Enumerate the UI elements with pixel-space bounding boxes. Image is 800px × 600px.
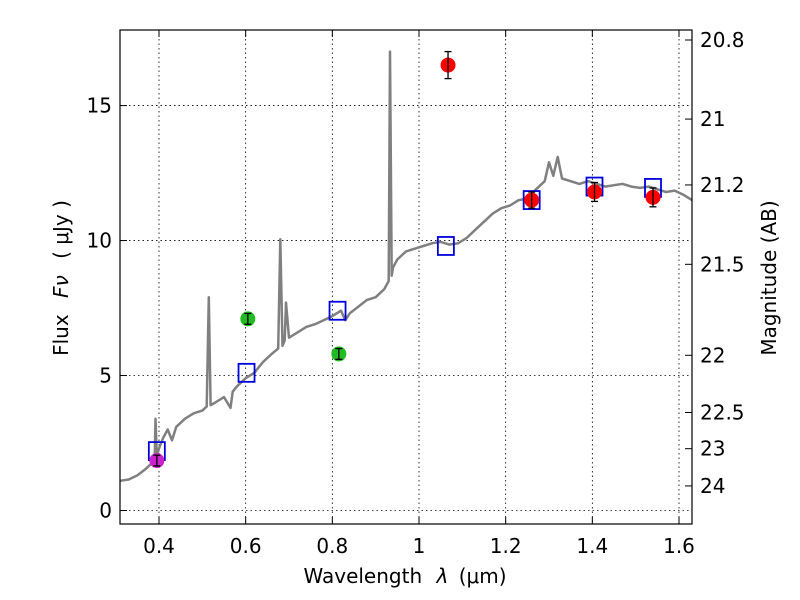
x-axis: 0.4 0.6 0.8 1 1.2 1.4 1.6 xyxy=(143,30,695,558)
y2-tick-label: 22.5 xyxy=(700,401,745,425)
y2-axis: 20.8 21 21.2 21.5 22 22.5 23 24 xyxy=(685,28,745,498)
x-tick-label: 0.8 xyxy=(316,534,348,558)
plot-frame xyxy=(119,29,693,525)
y-tick-label: 5 xyxy=(99,364,112,388)
plot-content xyxy=(119,50,693,483)
y-tick-label: 10 xyxy=(87,229,112,253)
x-axis-title: Wavelength λ (μm) xyxy=(303,564,506,588)
model-photometry-square xyxy=(237,362,256,383)
y-axis-title: Flux Fν ( μJy ) xyxy=(49,200,73,356)
y-tick-label: 0 xyxy=(99,499,112,523)
y-axis: 0 5 10 15 xyxy=(87,94,127,523)
x-tick-label: 0.4 xyxy=(143,534,175,558)
x-tick-label: 1.4 xyxy=(576,534,608,558)
grid xyxy=(120,30,692,524)
x-tick-label: 1.2 xyxy=(490,534,522,558)
y2-axis-title: Magnitude (AB) xyxy=(757,200,781,355)
y2-tick-label: 20.8 xyxy=(700,28,745,52)
x-tick-label: 0.6 xyxy=(230,534,262,558)
y2-tick-label: 24 xyxy=(700,474,725,498)
y2-tick-label: 21.5 xyxy=(700,252,745,276)
x-tick-label: 1 xyxy=(413,534,426,558)
spectrum-line xyxy=(119,50,693,483)
y2-tick-label: 23 xyxy=(700,437,725,461)
y2-tick-label: 22 xyxy=(700,343,725,367)
y2-tick-label: 21 xyxy=(700,107,725,131)
model-photometry-square xyxy=(436,236,455,256)
x-tick-label: 1.6 xyxy=(663,534,695,558)
model-photometry-square xyxy=(328,300,347,321)
y-tick-label: 15 xyxy=(87,94,112,118)
y2-tick-label: 21.2 xyxy=(700,173,745,197)
model-photometry-square xyxy=(522,190,541,210)
